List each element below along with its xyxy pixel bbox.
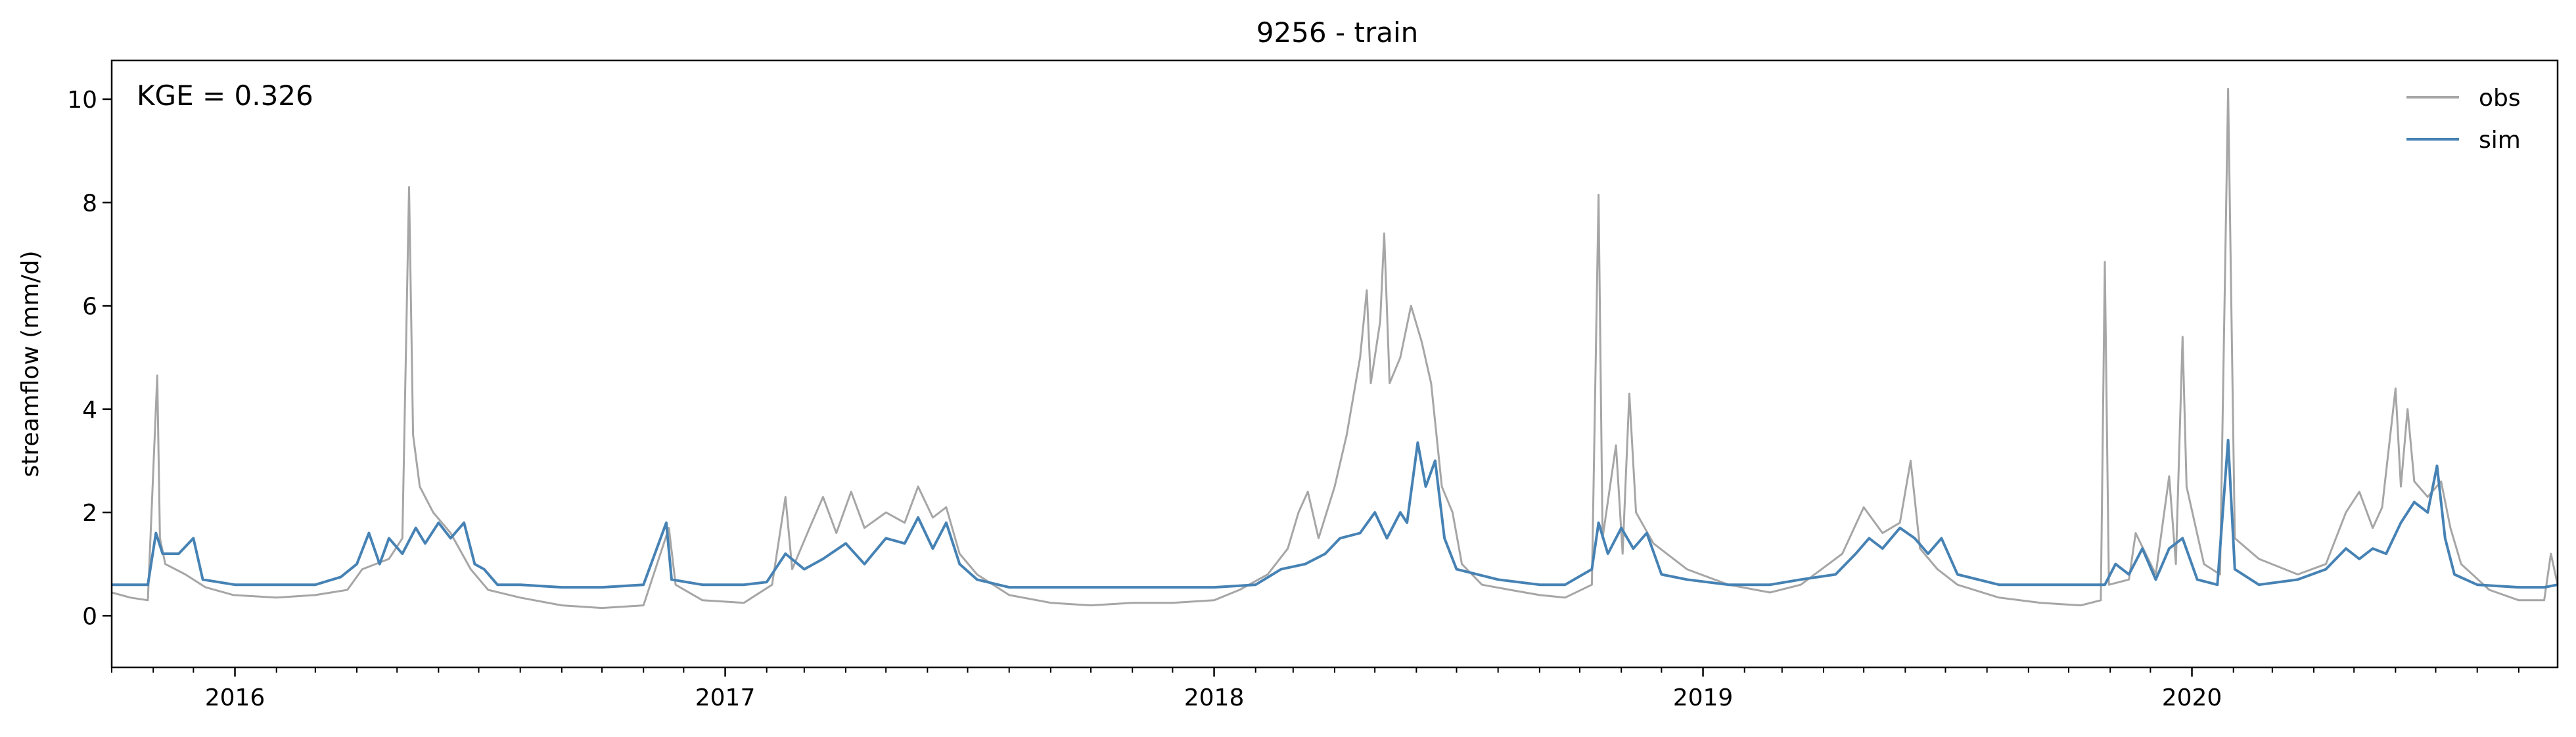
x-tick-label: 2017 — [695, 684, 756, 711]
x-tick-label: 2020 — [2162, 684, 2222, 711]
y-tick-label: 4 — [82, 397, 97, 424]
plot-area: 0 2 4 6 8 10 2016 2017 2018 2019 2020 — [67, 59, 2559, 711]
legend-obs-label: obs — [2479, 85, 2521, 112]
series-line-sim — [112, 439, 2558, 589]
y-tick-label: 8 — [82, 190, 97, 217]
x-axis-ticks: 2016 2017 2018 2019 2020 — [111, 667, 2519, 711]
y-tick-label: 10 — [67, 87, 97, 114]
legend: obs sim — [2406, 85, 2521, 154]
x-tick-label: 2019 — [1673, 684, 1734, 711]
series-line-obs — [111, 87, 2559, 610]
kge-annotation: KGE = 0.326 — [137, 79, 313, 112]
y-tick-label: 0 — [82, 603, 97, 630]
y-axis-ticks: 0 2 4 6 8 10 — [67, 87, 112, 630]
y-tick-label: 6 — [82, 294, 97, 321]
y-axis-label: streamflow (mm/d) — [17, 251, 44, 478]
series-layer — [111, 87, 2559, 610]
plot-frame — [110, 59, 2559, 669]
y-tick-label: 2 — [82, 500, 97, 527]
x-tick-label: 2016 — [205, 684, 265, 711]
x-tick-label: 2018 — [1184, 684, 1245, 711]
chart-title: 9256 - train — [1256, 16, 1419, 49]
legend-sim-label: sim — [2479, 127, 2521, 154]
